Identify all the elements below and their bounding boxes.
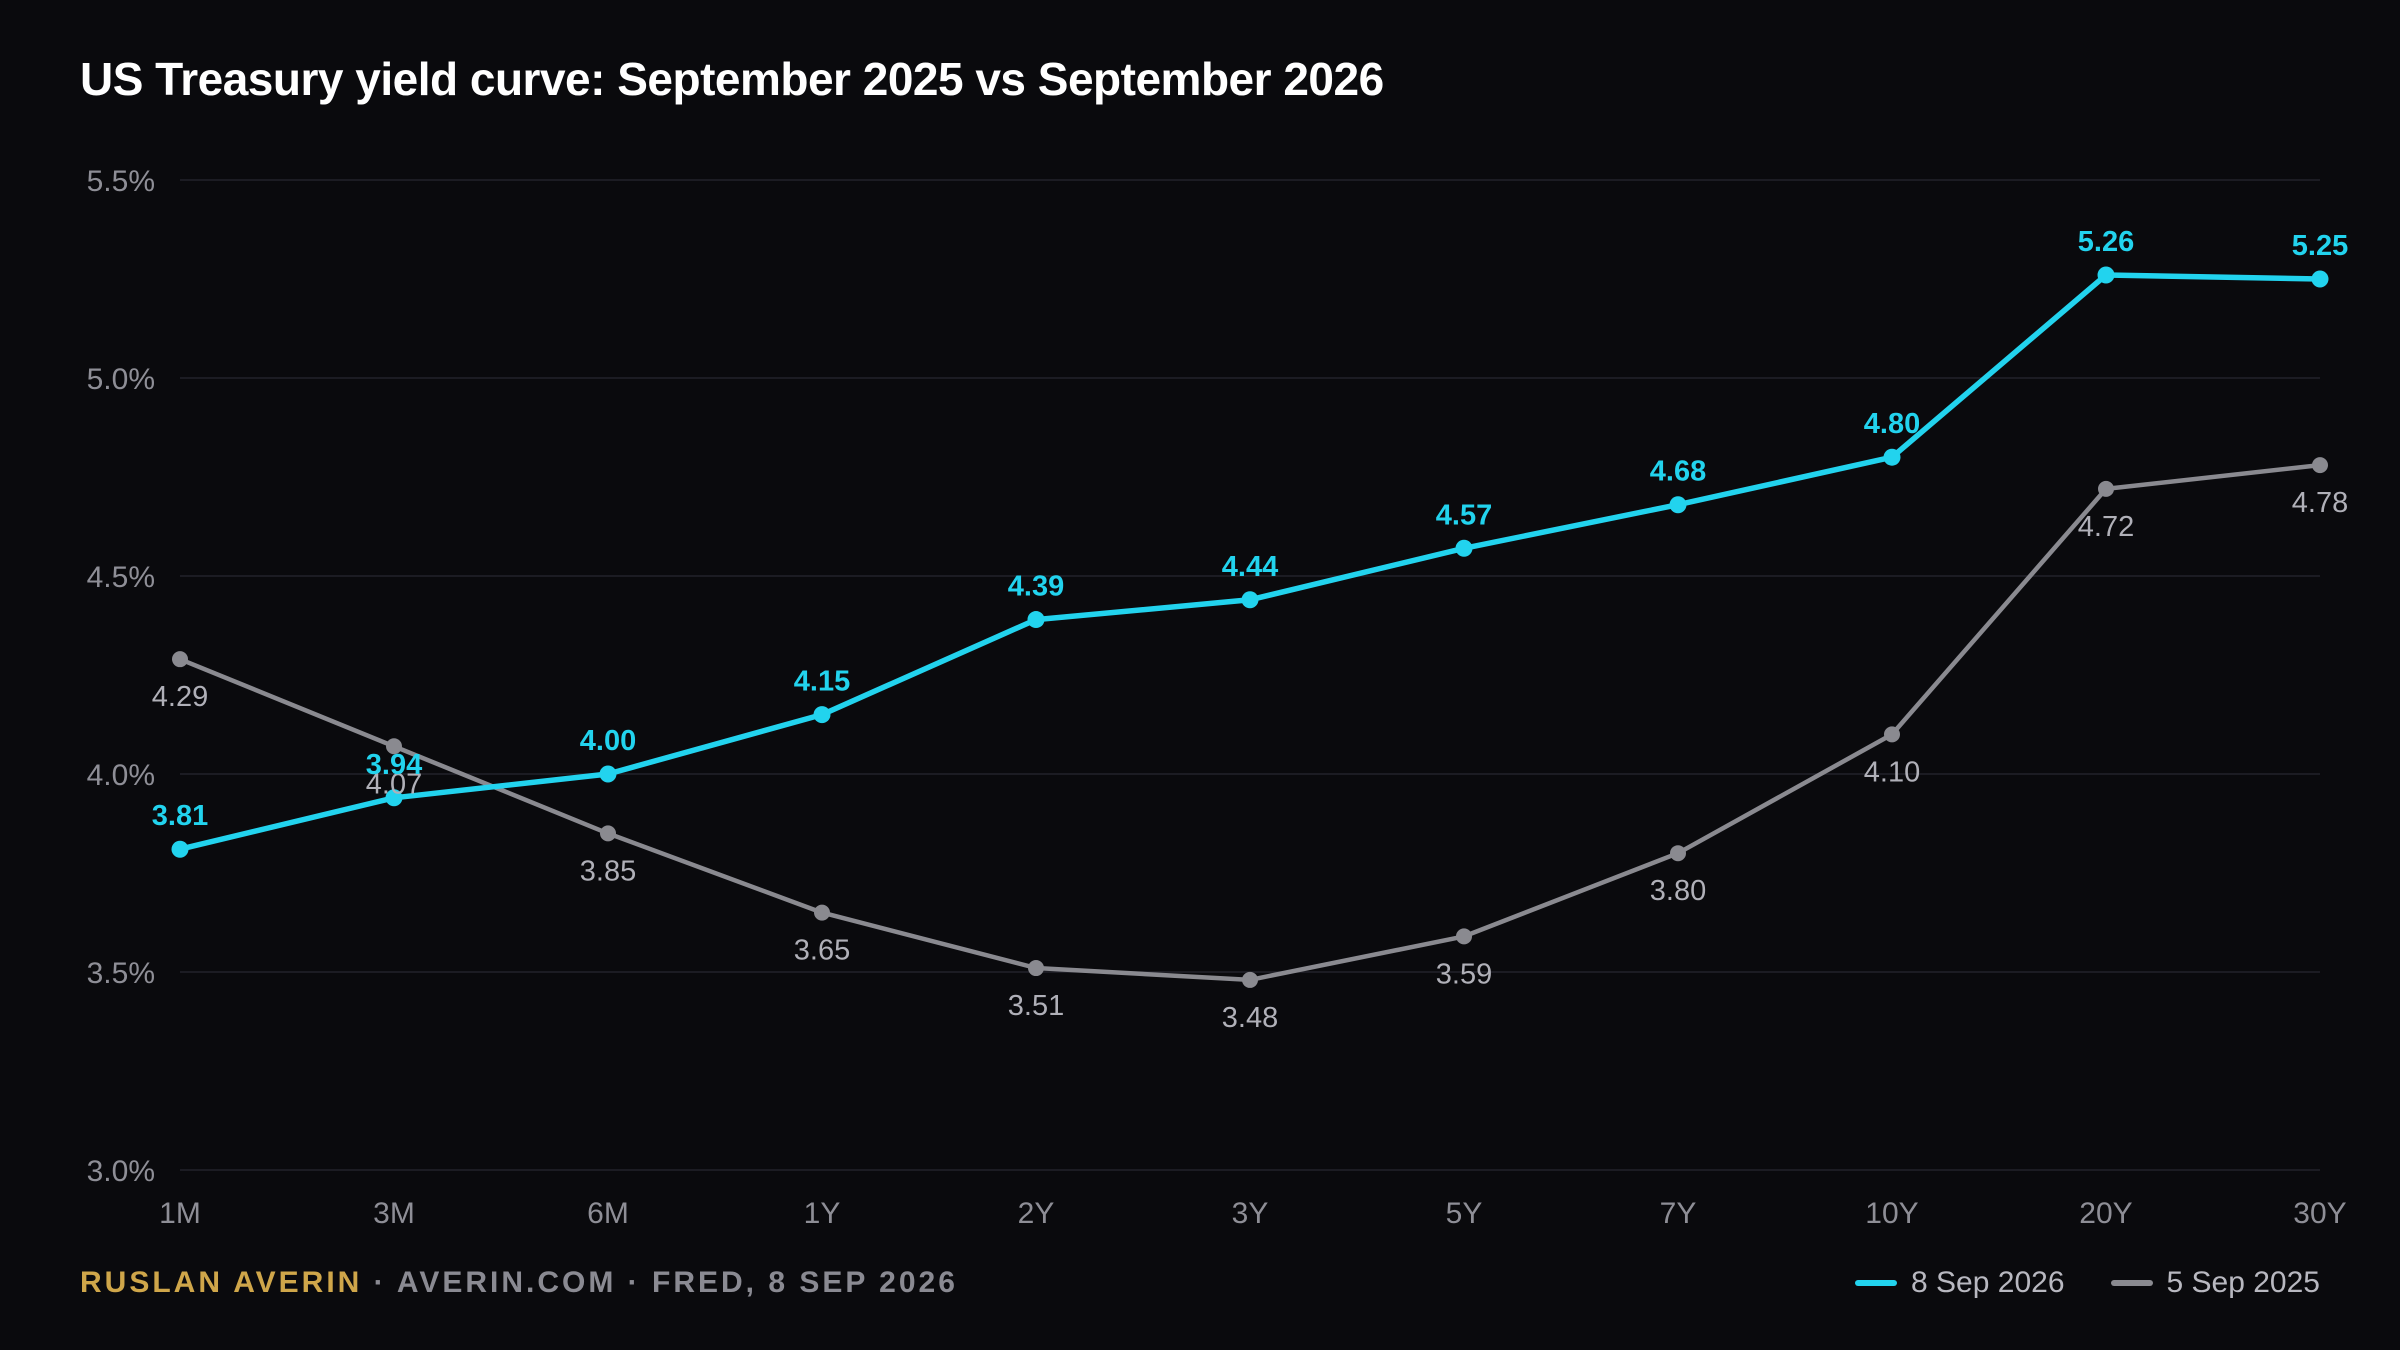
y-tick-label: 5.0% xyxy=(87,363,155,396)
series-2026-point xyxy=(1241,591,1259,609)
series-2026-data-label: 3.81 xyxy=(152,800,208,832)
series-2026-point xyxy=(1883,448,1901,466)
legend-label-2026: 8 Sep 2026 xyxy=(1911,1266,2065,1299)
series-2026-point xyxy=(1669,496,1687,514)
series-2025-data-label: 4.72 xyxy=(2078,511,2134,543)
series-2026-data-label: 4.68 xyxy=(1650,456,1706,488)
series-2026-point xyxy=(2097,266,2115,284)
series-2026-point xyxy=(813,706,831,724)
x-tick-label: 3Y xyxy=(1232,1197,1269,1230)
x-tick-label: 5Y xyxy=(1446,1197,1483,1230)
series-2025-data-label: 3.51 xyxy=(1008,990,1064,1022)
x-tick-label: 6M xyxy=(587,1197,629,1230)
y-tick-label: 3.0% xyxy=(87,1155,155,1188)
series-2026-point xyxy=(1027,611,1045,629)
series-2026-data-label: 5.26 xyxy=(2078,226,2134,258)
series-2025-data-label: 3.85 xyxy=(580,855,636,887)
y-tick-label: 5.5% xyxy=(87,165,155,198)
chart-title: US Treasury yield curve: September 2025 … xyxy=(80,53,1384,105)
y-tick-label: 3.5% xyxy=(87,957,155,990)
legend-item-2026: 8 Sep 2026 xyxy=(1855,1266,2065,1300)
x-tick-label: 20Y xyxy=(2079,1197,2132,1230)
series-2025-point xyxy=(386,738,402,755)
x-tick-label: 7Y xyxy=(1660,1197,1697,1230)
series-2026-data-label: 4.15 xyxy=(794,666,850,698)
series-2025-point xyxy=(1028,960,1044,977)
series-2025-data-label: 3.80 xyxy=(1650,875,1706,907)
series-2025-point xyxy=(1670,845,1686,862)
series-2025-point xyxy=(1456,928,1472,945)
x-tick-label: 2Y xyxy=(1018,1197,1055,1230)
credit-source: · AVERIN.COM · FRED, 8 SEP 2026 xyxy=(362,1266,958,1299)
series-2025-point xyxy=(2312,457,2328,474)
series-2025-point xyxy=(600,825,616,842)
y-tick-label: 4.5% xyxy=(87,561,155,594)
series-2026-data-label: 4.44 xyxy=(1222,551,1278,583)
series-2026-point xyxy=(599,765,617,783)
series-2026-point xyxy=(385,789,403,807)
series-2025-data-label: 4.78 xyxy=(2292,487,2348,519)
series-2025-point xyxy=(1242,971,1258,988)
series-2025-data-label: 3.48 xyxy=(1222,1002,1278,1034)
series-2026-data-label: 3.94 xyxy=(366,749,422,781)
x-tick-label: 10Y xyxy=(1865,1197,1918,1230)
series-2025-data-label: 4.10 xyxy=(1864,756,1920,788)
series-2025-data-label: 3.65 xyxy=(794,935,850,967)
series-2025-point xyxy=(1884,726,1900,743)
y-tick-label: 4.0% xyxy=(87,759,155,792)
series-2026-data-label: 4.00 xyxy=(580,725,636,757)
legend-swatch-2025 xyxy=(2110,1280,2153,1286)
series-2026-data-label: 5.25 xyxy=(2292,230,2348,262)
series-layer xyxy=(171,266,2329,988)
x-tick-label: 1Y xyxy=(804,1197,841,1230)
label-layer: 4.29 4.07 3.85 3.65 3.51 3.48 3.59 3.80 4.10 4.72… xyxy=(152,226,2348,1034)
series-2026-point xyxy=(1455,539,1473,557)
series-2025-line xyxy=(177,462,2323,983)
series-2025-data-label: 4.07 xyxy=(366,768,422,800)
legend-label-2025: 5 Sep 2025 xyxy=(2166,1266,2320,1299)
legend-item-2025: 5 Sep 2025 xyxy=(2110,1266,2320,1300)
credit-author: RUSLAN AVERIN xyxy=(80,1266,363,1299)
series-2025-point xyxy=(814,904,830,921)
series-2026-data-label: 4.57 xyxy=(1436,499,1492,531)
series-2025-data-label: 3.59 xyxy=(1436,958,1492,990)
grid-layer: 3.0% 3.5% 4.0% 4.5% 5.0% 5.5% 1M 3M 6M 1Y 2Y 3Y 5Y 7Y… xyxy=(87,165,2347,1230)
series-2026-data-label: 4.80 xyxy=(1864,408,1920,440)
series-2026-point xyxy=(171,840,189,858)
legend: 8 Sep 2026 5 Sep 2025 xyxy=(1855,1266,2320,1300)
x-tick-label: 30Y xyxy=(2293,1197,2346,1230)
x-tick-label: 1M xyxy=(159,1197,201,1230)
footer-credit: RUSLAN AVERIN · AVERIN.COM · FRED, 8 SEP… xyxy=(80,1266,958,1300)
series-2025-point xyxy=(2098,480,2114,497)
series-2025-data-label: 4.29 xyxy=(152,681,208,713)
series-2026-point xyxy=(2311,270,2329,288)
x-tick-label: 3M xyxy=(373,1197,415,1230)
legend-swatch-2026 xyxy=(1855,1280,1898,1286)
series-2026-data-label: 4.39 xyxy=(1008,571,1064,603)
series-2025-point xyxy=(172,651,188,668)
